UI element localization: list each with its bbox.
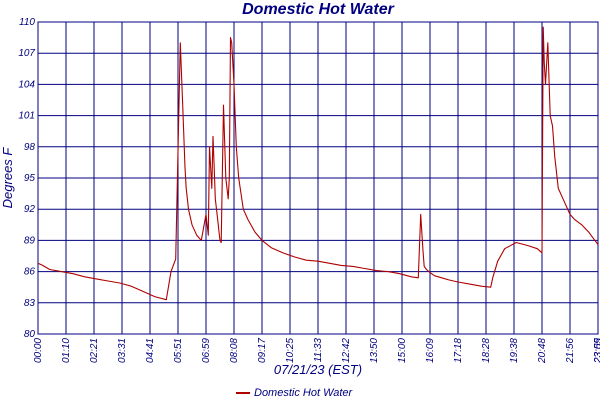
x-tick-label: 10:25 — [285, 338, 296, 363]
x-tick-label: 12:42 — [341, 338, 352, 363]
legend: Domestic Hot Water — [236, 387, 354, 399]
chart-title: Domestic Hot Water — [242, 1, 395, 18]
grid — [38, 22, 599, 334]
series-line — [37, 26, 599, 301]
x-tick-label: 19:38 — [509, 338, 520, 363]
x-tick-label: 18:28 — [481, 338, 492, 363]
legend-label: Domestic Hot Water — [254, 387, 354, 399]
y-tick-label: 107 — [18, 48, 35, 59]
x-tick-label: 15:00 — [397, 338, 408, 363]
x-tick-label: 08:08 — [229, 338, 240, 363]
y-tick-label: 98 — [24, 142, 36, 153]
x-tick-label: 11:33 — [313, 338, 324, 363]
x-tick-label: 23:05 — [593, 338, 600, 364]
y-tick-label: 80 — [24, 329, 36, 340]
x-tick-label: 04:41 — [145, 338, 156, 363]
x-tick-label: 23:59 — [593, 338, 600, 364]
y-tick-label: 101 — [18, 111, 35, 122]
x-tick-label: 05:51 — [173, 338, 184, 363]
x-tick-label: 16:09 — [425, 338, 436, 363]
y-tick-label: 104 — [18, 79, 35, 90]
x-tick-label: 20:48 — [537, 338, 548, 364]
x-tick-label: 00:00 — [33, 338, 44, 363]
x-tick-label: 02:21 — [89, 338, 100, 363]
y-tick-label: 89 — [24, 235, 36, 246]
x-tick-label: 17:18 — [453, 338, 464, 363]
y-tick-label: 110 — [19, 17, 35, 28]
x-tick-label: 09:17 — [257, 338, 268, 363]
y-tick-label: 86 — [24, 267, 36, 278]
series-group — [37, 26, 599, 301]
y-tick-label: 95 — [24, 173, 36, 184]
y-tick-label: 83 — [24, 298, 36, 309]
x-tick-labels: 00:00 01:10 02:21 03:31 04:41 05:51 06:59 08:08… — [33, 338, 600, 364]
x-tick-label: 01:10 — [61, 338, 72, 363]
x-tick-label: 21:56 — [565, 338, 576, 364]
y-tick-labels: 80 83 86 89 92 95 98 101 104 107 110 — [18, 17, 35, 340]
y-tick-label: 92 — [24, 204, 36, 215]
x-tick-label: 06:59 — [201, 338, 212, 363]
x-axis-label: 07/21/23 (EST) — [274, 362, 362, 377]
y-axis-label: Degrees F — [0, 147, 15, 209]
x-tick-label: 03:31 — [117, 338, 128, 363]
x-tick-label: 13:50 — [369, 338, 380, 363]
